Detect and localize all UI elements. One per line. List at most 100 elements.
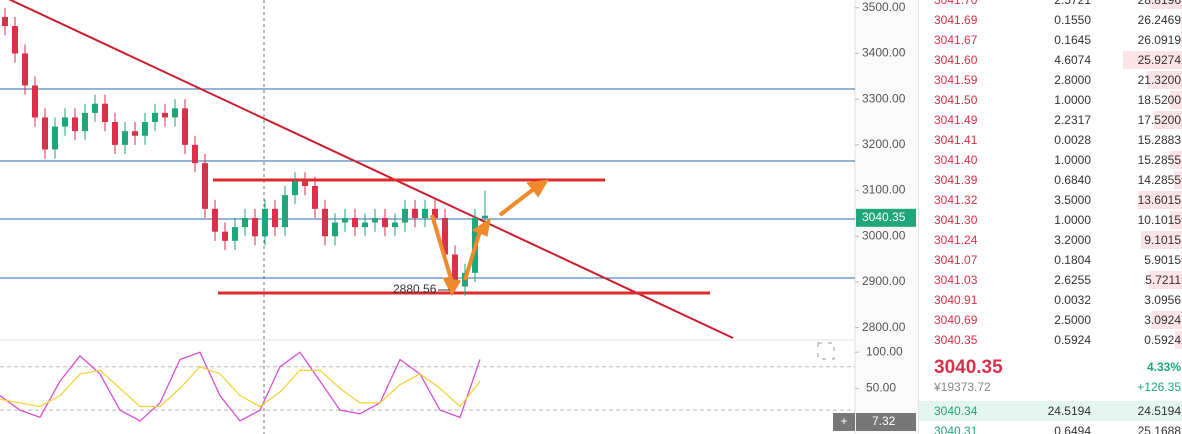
osc-value-tag [856,413,916,431]
ask-total: 15.2855 [1137,153,1181,167]
osc-value-label: 7.32 [872,414,896,428]
ask-price: 3041.30 [934,213,978,227]
ask-price: 3040.35 [934,333,978,347]
candle-body [182,108,188,145]
candle-body [152,112,158,123]
ask-price: 3041.07 [934,253,978,267]
ask-price: 3041.50 [934,93,978,107]
ask-amount: 2.6255 [1054,273,1091,287]
ask-price: 3041.40 [934,153,978,167]
ask-amount: 3.5000 [1054,193,1091,207]
depth-bar [1146,71,1182,89]
candle-body [442,217,448,255]
candle-body [222,231,228,241]
order-book: 3041.70 2.5721 28.8196 3041.69 0.1550 26.2469… [918,0,1182,434]
ask-amount: 1.0000 [1054,153,1091,167]
depth-bar [1148,271,1182,289]
candle-body [452,254,458,287]
y-tick-label: 3500.00 [862,0,906,14]
ask-row: 3041.24 3.2000 9.1015 [919,230,1182,250]
ask-price: 3041.39 [934,173,978,187]
low-annotation: 2880.56 [393,282,437,296]
arrows [430,179,549,297]
ask-amount: 0.1645 [1054,33,1091,47]
osc-tick-label: 100.00 [866,344,903,358]
candle-body [282,195,288,228]
last-cny: ¥19373.72 [934,380,991,394]
ask-total: 0.5924 [1144,333,1181,347]
ask-total: 13.6015 [1137,193,1181,207]
chart: 2880.56 + 3500.00 3400.00 3300.00 3200.00 31… [0,0,918,434]
ask-price: 3041.49 [934,113,978,127]
candle-body [162,112,168,118]
candle-body [32,85,38,118]
ask-row: 3041.03 2.6255 5.7211 [919,270,1182,290]
ask-row: 3040.69 2.5000 3.0924 [919,310,1182,330]
ask-price: 3041.24 [934,233,978,247]
ask-price: 3041.59 [934,73,978,87]
depth-bar [1137,191,1182,209]
y-tick-label: 3000.00 [862,228,906,242]
candle-body [382,217,388,228]
candle-body [372,217,378,223]
last-price-tag [856,208,916,227]
bid-amount: 0.6494 [1054,424,1091,434]
candle-body [402,208,408,223]
candle-body [322,208,328,237]
candle-body [392,222,398,228]
ask-amount: 3.2000 [1054,233,1091,247]
ask-total: 9.1015 [1144,233,1181,247]
ask-price: 3041.69 [934,13,978,27]
ask-total: 18.5200 [1137,93,1181,107]
depth-bar [1170,151,1182,169]
candle-body [302,181,308,186]
bid-total: 24.5194 [1137,404,1181,418]
osc-line [0,351,481,422]
candle-body [142,122,148,136]
depth-bar [1180,31,1182,49]
change: +126.35 [1137,380,1181,394]
candle-body [112,122,118,145]
bid-price: 3040.31 [934,424,978,434]
candle-body [82,112,88,132]
ask-row: 3041.67 0.1645 26.0919 [919,30,1182,50]
bid-price: 3040.34 [934,404,978,418]
candle-body [352,217,358,228]
ask-amount: 1.0000 [1054,213,1091,227]
candle-body [92,103,98,113]
candle-body [2,16,8,27]
candle-body [422,208,428,218]
y-tick-label: 3300.00 [862,91,906,105]
candle-body [312,185,318,209]
change-pct: 4.33% [1146,360,1181,374]
add-button[interactable] [833,413,855,431]
y-tick-label: 3200.00 [862,137,906,151]
depth-bar [1149,0,1182,9]
ask-amount: 4.6074 [1054,53,1091,67]
expand-icon[interactable] [817,342,835,360]
add-icon[interactable]: + [840,414,847,428]
candle-body [362,222,368,228]
last-price-label: 3040.35 [862,210,906,224]
candle-body [122,131,128,145]
candle-body [72,117,78,132]
ask-amount: 0.0032 [1054,293,1091,307]
ask-row: 3041.41 0.0028 15.2883 [919,130,1182,150]
depth-bar [1174,171,1182,189]
candle-body [62,117,68,127]
ask-total: 28.8196 [1137,0,1181,7]
ask-total: 14.2855 [1137,173,1181,187]
y-tick-label: 3400.00 [862,46,906,60]
depth-bar [1170,91,1182,109]
y-tick-label: 2900.00 [862,274,906,288]
ask-price: 3041.70 [934,0,978,7]
trendline [8,0,734,339]
depth-bar [1141,231,1182,249]
candle-body [292,181,298,196]
candle-body [482,215,488,218]
candle-body [132,131,138,136]
candle-body [272,208,278,228]
ask-row: 3041.49 2.2317 17.5200 [919,110,1182,130]
ask-row: 3040.35 0.5924 0.5924 [919,330,1182,350]
last-price: 3040.35 [934,357,1003,378]
